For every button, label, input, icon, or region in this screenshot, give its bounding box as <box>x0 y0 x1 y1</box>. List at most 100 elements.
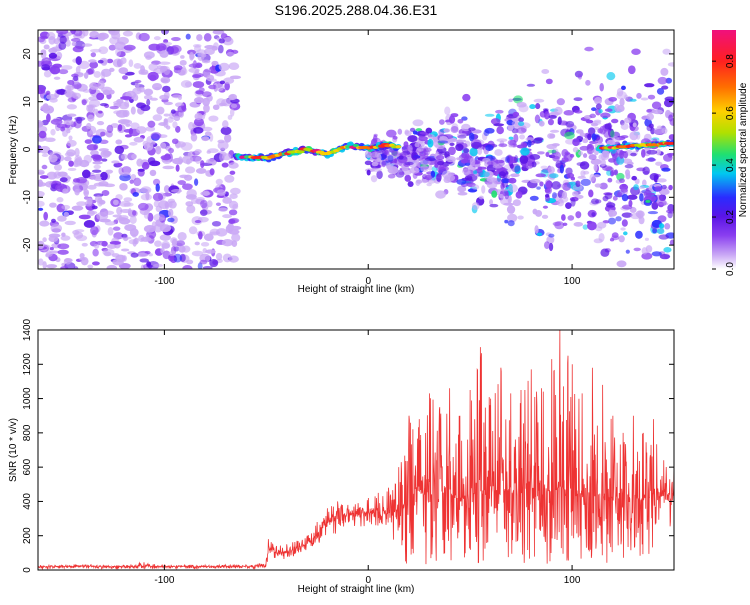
spectrogram-cell <box>182 264 193 269</box>
spectrogram-cell <box>508 184 518 193</box>
spectrogram-cell <box>38 190 45 198</box>
spectrogram-cell <box>507 220 515 227</box>
spectrogram-cell <box>630 152 637 157</box>
snr-ylabel: SNR (10 * v/v) <box>8 418 19 482</box>
spectrogram-cell <box>177 105 187 113</box>
snr-x-tick-label: -100 <box>154 575 174 586</box>
spectrogram-cell <box>491 190 498 198</box>
spectrogram-cell <box>639 193 644 202</box>
spectrogram-cell <box>57 171 68 177</box>
spectrogram-cell <box>477 147 483 155</box>
spectrogram-cell <box>646 149 658 155</box>
spectrogram-cell <box>86 144 98 151</box>
spectrogram-cell <box>667 141 674 145</box>
spectrogram-cell <box>74 188 80 196</box>
spectrogram-cell <box>225 224 233 234</box>
spectrogram-cell <box>607 177 613 183</box>
spectrogram-cell <box>160 142 167 149</box>
spectrogram-cell <box>498 171 506 179</box>
spectrogram-cell <box>222 36 234 46</box>
spectrogram-cell <box>93 193 104 198</box>
spectrogram-cell <box>411 155 420 159</box>
spectrogram-cell <box>545 78 553 85</box>
spectrogram-cell <box>122 30 134 37</box>
spectrogram-cell <box>582 153 588 158</box>
spectrogram-cell <box>171 37 181 42</box>
spectrogram-cell <box>203 48 215 55</box>
spectrogram-cell <box>43 44 50 50</box>
spectrogram-cell <box>111 253 120 258</box>
spectrogram-cell <box>669 239 674 246</box>
spectrogram-cell <box>205 249 216 254</box>
spectrogram-cell <box>38 120 44 128</box>
spectrogram-cell <box>641 247 648 255</box>
spectrogram-cell <box>62 188 69 194</box>
spectrogram-cell <box>591 133 597 142</box>
spectrogram-cell <box>450 125 459 133</box>
spectrogram-cell <box>506 205 516 214</box>
spectrogram-cell <box>658 234 670 240</box>
spectrogram-cell <box>98 199 106 205</box>
spectrogram-cell <box>529 178 541 184</box>
spectrogram-cell <box>179 59 187 66</box>
spectrogram-y-tick-label: 0 <box>22 146 33 152</box>
spectrogram-cell <box>66 149 76 157</box>
colorbar-tick-label: 0.4 <box>725 158 736 172</box>
spectrogram-cell <box>117 36 129 45</box>
spectrogram-cell <box>108 30 116 34</box>
spectrogram-cell <box>561 214 566 221</box>
spectrogram-cell <box>133 177 142 187</box>
spectrogram-cell <box>41 164 48 170</box>
spectrogram-cell <box>81 43 93 47</box>
spectrogram-cell <box>471 184 480 190</box>
spectrogram-cell <box>128 59 134 68</box>
spectrogram-cell <box>98 180 109 187</box>
spectrogram-cell <box>101 158 108 162</box>
colorbar: 0.0 0.2 0.4 0.6 0.8 Normalized spectral ampl… <box>712 30 749 276</box>
spectrogram-cell <box>543 241 550 249</box>
spectrogram-cell <box>188 226 198 235</box>
spectrogram-cell <box>414 142 420 148</box>
spectrogram-cell <box>123 202 134 207</box>
spectrogram-cell <box>371 167 382 172</box>
spectrogram-cell <box>231 233 241 242</box>
spectrogram-cell <box>653 194 664 200</box>
spectrogram-cell <box>515 191 523 199</box>
spectrogram-cell <box>75 56 82 65</box>
spectrogram-cell <box>121 248 130 252</box>
spectrogram-cell <box>534 137 544 141</box>
spectrogram-cell <box>199 209 208 216</box>
spectrogram-cell <box>485 144 494 151</box>
spectrogram-cell <box>537 151 545 155</box>
spectrogram-cell <box>423 150 429 159</box>
spectrogram-cell <box>118 67 129 74</box>
spectrogram-cell <box>525 137 535 142</box>
spectrogram-cell <box>162 165 175 170</box>
spectrogram-cell <box>635 230 643 239</box>
spectrogram-cell <box>90 226 99 236</box>
spectrogram-cell <box>548 114 557 119</box>
spectrogram-cell <box>593 164 598 172</box>
spectrogram-cell <box>136 158 143 167</box>
spectrogram-cell <box>66 104 78 110</box>
spectrogram-cell <box>160 30 169 35</box>
spectrogram-cell <box>49 247 54 251</box>
spectrogram-cell <box>105 169 114 174</box>
spectrogram-cell <box>61 232 66 237</box>
spectrogram-cell <box>557 116 562 125</box>
spectrogram-cell <box>159 224 172 233</box>
spectrogram-cell <box>124 134 133 138</box>
spectrogram-cell <box>221 238 234 247</box>
spectrogram-cell <box>143 88 154 96</box>
spectrogram-cell <box>152 114 163 122</box>
spectrogram-cell <box>71 41 77 47</box>
spectrogram-cell <box>188 63 201 68</box>
spectrogram-cell <box>623 150 629 159</box>
spectrogram-cell <box>624 117 632 124</box>
spectrogram-cell <box>223 77 235 84</box>
snr-y-tick-label: 1200 <box>22 353 33 376</box>
spectrogram-cell <box>625 173 631 180</box>
spectrogram-cell <box>589 140 598 145</box>
spectrogram-cell <box>663 153 673 162</box>
